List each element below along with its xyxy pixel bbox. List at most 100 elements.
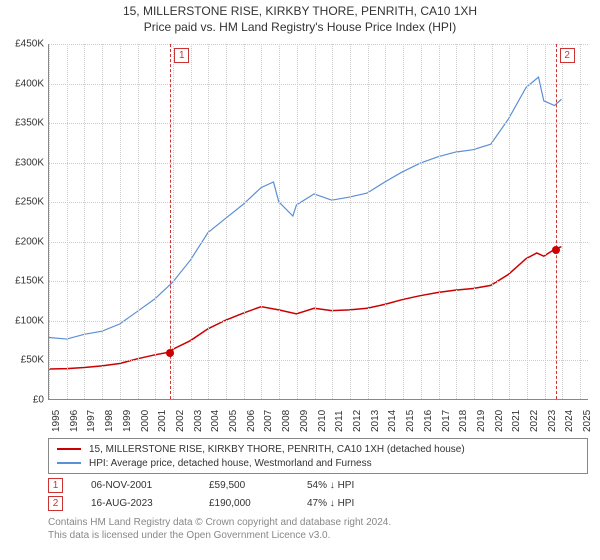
xtick-label: 2015 [405,402,416,432]
gridline-vertical [527,44,528,399]
gridline-vertical [580,44,581,399]
gridline-vertical [474,44,475,399]
sale-marker [166,349,174,357]
ytick-label: £350K [0,118,44,129]
gridline-vertical [509,44,510,399]
ytick-label: £200K [0,236,44,247]
gridline-vertical [49,44,50,399]
xtick-label: 2008 [281,402,292,432]
ytick-label: £50K [0,355,44,366]
gridline-vertical [120,44,121,399]
gridline-horizontal [49,202,588,203]
event-row: 1 06-NOV-2001 £59,500 54% ↓ HPI [48,476,397,494]
gridline-vertical [350,44,351,399]
footer-line-2: This data is licensed under the Open Gov… [48,529,391,542]
event-index-box: 2 [48,496,63,511]
gridline-horizontal [49,123,588,124]
xtick-label: 2022 [529,402,540,432]
chart-container: 15, MILLERSTONE RISE, KIRKBY THORE, PENR… [0,0,600,560]
xtick-label: 2004 [210,402,221,432]
gridline-horizontal [49,321,588,322]
legend-swatch [57,448,81,450]
gridline-vertical [421,44,422,399]
gridline-vertical [102,44,103,399]
plot-area: 12 [48,44,588,400]
xtick-label: 2019 [476,402,487,432]
sale-marker [552,246,560,254]
xtick-label: 2016 [423,402,434,432]
gridline-vertical [315,44,316,399]
gridline-vertical [67,44,68,399]
xtick-label: 2000 [140,402,151,432]
event-date: 16-AUG-2023 [91,498,181,509]
gridline-vertical [261,44,262,399]
gridline-horizontal [49,84,588,85]
series-property [49,247,561,369]
xtick-label: 2002 [175,402,186,432]
xtick-label: 2021 [511,402,522,432]
event-callout: 1 [174,48,189,63]
gridline-horizontal [49,242,588,243]
xtick-label: 1998 [104,402,115,432]
xtick-label: 1999 [122,402,133,432]
xtick-label: 1995 [51,402,62,432]
legend-item: 15, MILLERSTONE RISE, KIRKBY THORE, PENR… [57,442,579,456]
gridline-horizontal [49,281,588,282]
event-row: 2 16-AUG-2023 £190,000 47% ↓ HPI [48,494,397,512]
gridline-vertical [492,44,493,399]
gridline-vertical [332,44,333,399]
line-series-svg [49,44,588,399]
ytick-label: £0 [0,395,44,406]
gridline-vertical [279,44,280,399]
xtick-label: 2017 [441,402,452,432]
ytick-label: £150K [0,276,44,287]
xtick-label: 1996 [69,402,80,432]
event-price: £59,500 [209,480,279,491]
event-line [170,44,171,399]
gridline-vertical [368,44,369,399]
event-line [556,44,557,399]
xtick-label: 2009 [299,402,310,432]
events-table: 1 06-NOV-2001 £59,500 54% ↓ HPI 2 16-AUG… [48,476,397,512]
titles: 15, MILLERSTONE RISE, KIRKBY THORE, PENR… [0,0,600,35]
event-date: 06-NOV-2001 [91,480,181,491]
xtick-label: 2014 [387,402,398,432]
legend: 15, MILLERSTONE RISE, KIRKBY THORE, PENR… [48,438,588,474]
gridline-vertical [208,44,209,399]
title-line-2: Price paid vs. HM Land Registry's House … [0,20,600,36]
ytick-label: £450K [0,39,44,50]
series-hpi [49,77,561,339]
gridline-vertical [456,44,457,399]
event-index-box: 1 [48,478,63,493]
xtick-label: 2018 [458,402,469,432]
xtick-label: 2006 [246,402,257,432]
event-callout: 2 [560,48,575,63]
gridline-horizontal [49,360,588,361]
gridline-vertical [191,44,192,399]
gridline-vertical [138,44,139,399]
gridline-vertical [562,44,563,399]
gridline-vertical [155,44,156,399]
footer-note: Contains HM Land Registry data © Crown c… [48,516,391,542]
xtick-label: 2003 [193,402,204,432]
gridline-vertical [439,44,440,399]
event-price: £190,000 [209,498,279,509]
gridline-vertical [297,44,298,399]
legend-label: HPI: Average price, detached house, West… [89,458,372,469]
xtick-label: 2020 [494,402,505,432]
ytick-label: £400K [0,78,44,89]
xtick-label: 2023 [547,402,558,432]
xtick-label: 2012 [352,402,363,432]
xtick-label: 1997 [86,402,97,432]
gridline-vertical [244,44,245,399]
gridline-vertical [545,44,546,399]
xtick-label: 2007 [263,402,274,432]
footer-line-1: Contains HM Land Registry data © Crown c… [48,516,391,529]
gridline-vertical [226,44,227,399]
xtick-label: 2011 [334,402,345,432]
gridline-vertical [173,44,174,399]
gridline-vertical [84,44,85,399]
xtick-label: 2005 [228,402,239,432]
ytick-label: £250K [0,197,44,208]
xtick-label: 2010 [317,402,328,432]
